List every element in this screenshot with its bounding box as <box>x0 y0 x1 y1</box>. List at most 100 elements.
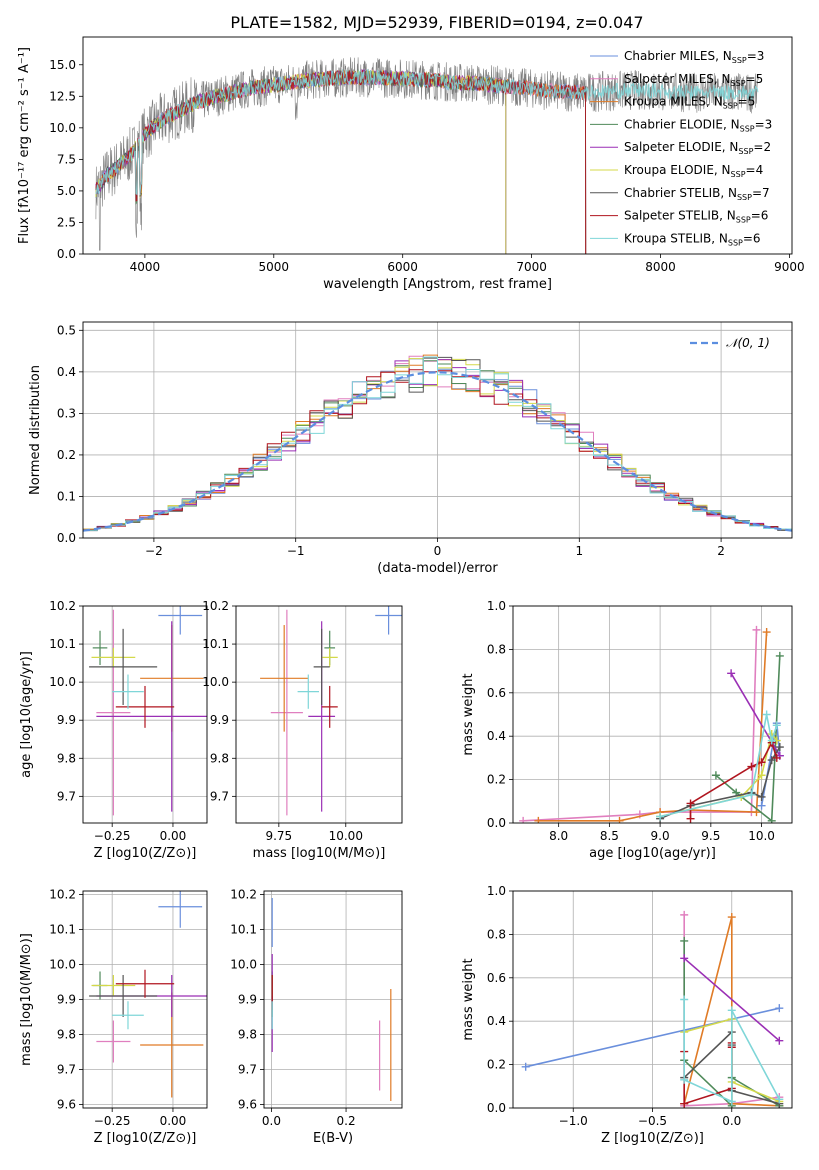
legend-entry: Chabrier ELODIE, NSSP=3 <box>624 117 772 133</box>
x-axis-label: Z [log10(Z/Z⊙)] <box>94 1131 197 1146</box>
plot-frame <box>82 605 208 824</box>
y-tick-label: 5.0 <box>57 184 76 198</box>
y-tick-label: 9.9 <box>238 993 257 1007</box>
y-tick-label: 0.2 <box>487 773 506 787</box>
model-spectrum-line <box>95 69 507 254</box>
mass-weight-marker <box>757 801 766 810</box>
massweight-vs-metallicity-panel: −1.0 −0.5 0.0 0.0 0.2 0.4 0.6 0.8 1.0 Z [log10(Z/… <box>461 884 793 1146</box>
mass-weight-marker <box>615 816 624 823</box>
y-tick-label: 9.7 <box>210 789 229 803</box>
y-tick-label: 9.8 <box>210 751 229 765</box>
y-tick-label: 0.6 <box>487 686 506 700</box>
y-axis-label: mass weight <box>461 673 476 755</box>
y-tick-label: 0.4 <box>487 729 506 743</box>
mass-weight-marker <box>534 816 543 823</box>
mass-weight-marker <box>775 1004 784 1013</box>
mass-weight-marker <box>775 651 784 660</box>
mass-weight-marker <box>762 710 771 719</box>
y-tick-label: 0.3 <box>57 406 76 420</box>
residuals-panel: −2 −1 0 1 2 0.0 0.1 0.2 0.3 0.4 0.5 (data-model)/er… <box>28 321 793 576</box>
legend-entry: Salpeter STELIB, NSSP=6 <box>624 209 768 225</box>
y-tick-label: 10.1 <box>49 637 76 651</box>
age-vs-mass-panel: 9.75 10.00 9.7 9.8 9.9 10.0 10.1 10.2 mass [log1… <box>202 599 403 861</box>
y-tick-label: 10.2 <box>202 599 229 613</box>
errorbars <box>260 606 402 816</box>
mass-weight-marker <box>656 812 665 821</box>
model-spectrum-line <box>95 68 759 196</box>
y-tick-label: 0.4 <box>487 1014 506 1028</box>
x-tick-label: −1 <box>287 544 305 558</box>
y-tick-label: 9.9 <box>57 713 76 727</box>
y-tick-label: 0.8 <box>487 642 506 656</box>
y-tick-label: 1.0 <box>487 599 506 613</box>
mass-weight-marker <box>762 628 771 637</box>
y-tick-label: 9.7 <box>57 1063 76 1077</box>
legend-entry: 𝒩(0, 1) <box>726 336 770 350</box>
y-tick-label: 10.0 <box>202 675 229 689</box>
x-tick-label: 0.0 <box>262 1114 281 1128</box>
mass-weight-marker <box>757 758 766 767</box>
mass-weight-marker <box>747 790 756 799</box>
mass-weight-marker <box>680 954 689 963</box>
y-tick-label: 7.5 <box>57 152 76 166</box>
spectrum-traces <box>95 57 759 254</box>
x-tick-label: 10.00 <box>329 829 363 843</box>
y-axis-label: age [log10(age/yr)] <box>19 651 34 778</box>
y-tick-label: 9.8 <box>57 751 76 765</box>
y-tick-label: 0.1 <box>57 489 76 503</box>
histograms <box>83 354 792 532</box>
x-tick-label: 0.00 <box>160 829 187 843</box>
y-tick-label: 9.8 <box>57 1028 76 1042</box>
errorbars <box>89 891 207 1098</box>
mass-weight-marker <box>680 936 689 945</box>
x-axis-label: Z [log10(Z/Z⊙)] <box>601 1131 704 1146</box>
y-tick-label: 10.1 <box>49 923 76 937</box>
mass-weight-marker <box>727 1097 736 1106</box>
y-axis-label: mass [log10(M/M⊙)] <box>19 933 34 1066</box>
mass-vs-reddening-panel: 0.0 0.2 9.6 9.7 9.8 9.9 10.0 10.1 10.2 E(B-V) <box>230 888 403 1146</box>
mass-weight-line <box>683 957 780 1042</box>
mass-weight-marker <box>747 762 756 771</box>
y-tick-label: 10.1 <box>202 637 229 651</box>
y-axis-label: mass weight <box>461 958 476 1040</box>
x-tick-label: −0.25 <box>94 829 131 843</box>
y-tick-label: 0.2 <box>57 448 76 462</box>
plot-frame <box>82 890 208 1109</box>
mass-weight-marker <box>727 1006 736 1015</box>
mass-weight-marker <box>727 913 736 922</box>
errorbars <box>89 606 207 816</box>
y-tick-label: 9.9 <box>210 713 229 727</box>
x-tick-label: −0.5 <box>638 1114 667 1128</box>
y-tick-label: 0.5 <box>57 323 76 337</box>
x-tick-label: 8.0 <box>549 829 568 843</box>
plot-frame <box>263 890 403 1109</box>
mass-weight-line <box>689 740 778 819</box>
x-tick-label: 6000 <box>387 260 418 274</box>
mass-weight-marker <box>767 736 776 745</box>
y-tick-label: 0.0 <box>487 816 506 830</box>
gaussian-curve <box>83 371 792 532</box>
x-tick-label: 9.5 <box>701 829 720 843</box>
mass-weight-marker <box>757 771 766 780</box>
y-tick-label: 9.6 <box>57 1098 76 1112</box>
mass-weight-marker <box>680 1075 689 1084</box>
plot-frame <box>235 605 403 824</box>
y-tick-label: 9.9 <box>57 993 76 1007</box>
x-tick-label: 9.0 <box>651 829 670 843</box>
plot-frame <box>82 36 793 255</box>
y-tick-label: 2.5 <box>57 215 76 229</box>
x-tick-label: 0.00 <box>160 1114 187 1128</box>
plot-frame <box>512 605 793 824</box>
x-axis-label: E(B-V) <box>313 1131 353 1146</box>
y-tick-label: 10.2 <box>49 888 76 902</box>
y-tick-label: 0.0 <box>487 1101 506 1115</box>
mass-weight-marker <box>775 743 784 752</box>
mass-weight-marker <box>775 1095 784 1104</box>
legend-entry: Chabrier STELIB, NSSP=7 <box>624 186 770 202</box>
x-tick-label: 0 <box>434 544 442 558</box>
y-tick-label: 10.0 <box>230 958 257 972</box>
plot-frame <box>82 321 793 539</box>
figure-title: PLATE=1582, MJD=52939, FIBERID=0194, z=0… <box>230 13 643 32</box>
mass-weight-marker <box>772 753 781 762</box>
y-tick-label: 15.0 <box>49 58 76 72</box>
